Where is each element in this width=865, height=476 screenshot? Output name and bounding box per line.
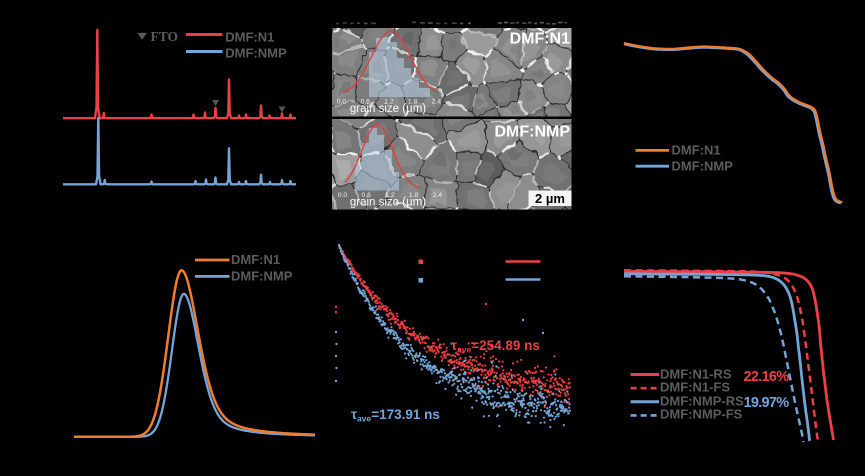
- svg-text:1.8: 1.8: [409, 192, 419, 199]
- svg-text:DMF:N1-FS: DMF:N1-FS: [660, 380, 730, 395]
- svg-text:19.97%: 19.97%: [744, 395, 790, 411]
- svg-text:DMF:N1: DMF:N1: [672, 143, 721, 158]
- svg-text:grain size (µm): grain size (µm): [350, 197, 426, 209]
- svg-text:τave=173.91 ns: τave=173.91 ns: [351, 407, 440, 424]
- svg-text:DMF:NMP: DMF:NMP: [672, 159, 734, 174]
- svg-text:1.2: 1.2: [385, 192, 395, 199]
- svg-text:FTO: FTO: [151, 29, 179, 44]
- svg-text:DMF:N1: DMF:N1: [225, 30, 274, 45]
- svg-text:1.8: 1.8: [408, 99, 418, 106]
- svg-text:DMF:NMP-RS: DMF:NMP-RS: [660, 393, 744, 408]
- svg-text:0.6: 0.6: [361, 192, 371, 199]
- svg-text:2 µm: 2 µm: [535, 191, 565, 206]
- svg-text:grain size (µm): grain size (µm): [350, 103, 426, 115]
- svg-text:0.6: 0.6: [360, 99, 370, 106]
- svg-text:DMF:NMP: DMF:NMP: [231, 269, 293, 284]
- svg-text:2.4: 2.4: [432, 99, 442, 106]
- svg-text:DMF:N1-RS: DMF:N1-RS: [660, 366, 732, 381]
- svg-text:DMF:NMP-FS: DMF:NMP-FS: [660, 407, 743, 422]
- svg-text:0.0: 0.0: [337, 99, 347, 106]
- svg-text:DMF:N1: DMF:N1: [231, 252, 280, 267]
- svg-text:2.4: 2.4: [433, 192, 443, 199]
- svg-text:22.16%: 22.16%: [744, 369, 790, 385]
- svg-text:DMF:N1: DMF:N1: [510, 31, 571, 48]
- svg-text:τave=254.89 ns: τave=254.89 ns: [451, 338, 540, 355]
- svg-text:DMF:NMP: DMF:NMP: [494, 124, 570, 141]
- svg-text:DMF:NMP: DMF:NMP: [225, 46, 287, 61]
- svg-text:1.2: 1.2: [384, 99, 394, 106]
- svg-text:0.0: 0.0: [338, 192, 348, 199]
